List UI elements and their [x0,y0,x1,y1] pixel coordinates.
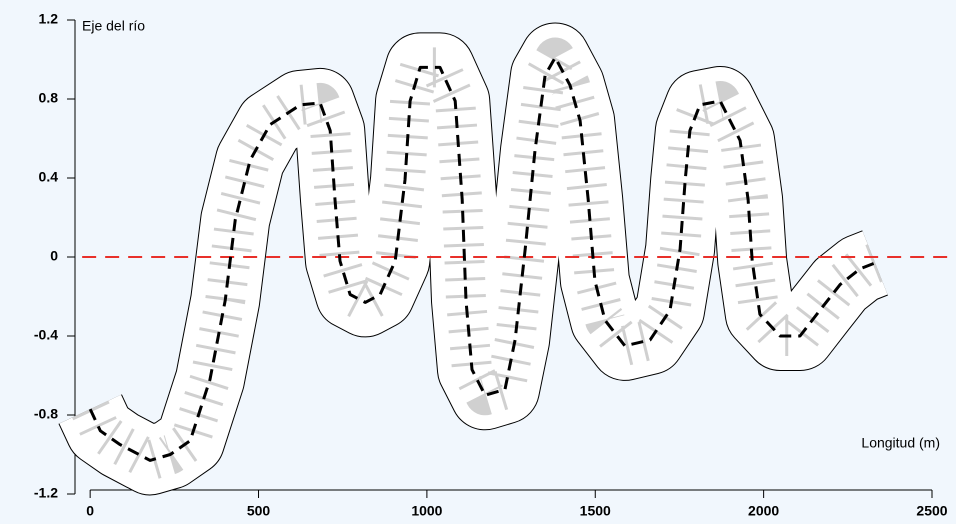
y-tick-label: 0.4 [39,169,59,185]
y-tick-label: -0.4 [34,327,58,343]
y-tick-label: 0 [50,248,58,264]
x-tick-label: 2500 [916,503,947,519]
centerline [88,56,876,462]
x-tick-label: 1500 [580,503,611,519]
y-tick-label: 1.2 [39,11,59,27]
y-tick-label: 0.8 [39,90,59,106]
x-tick-label: 2000 [748,503,779,519]
x-tick-label: 0 [86,503,94,519]
y-axis-label: Eje del río [82,18,145,34]
x-axis-label: Longitud (m) [861,435,940,451]
y-tick-label: -0.8 [34,406,58,422]
x-tick-label: 500 [247,503,271,519]
y-tick-label: -1.2 [34,485,58,501]
x-tick-label: 1000 [411,503,442,519]
